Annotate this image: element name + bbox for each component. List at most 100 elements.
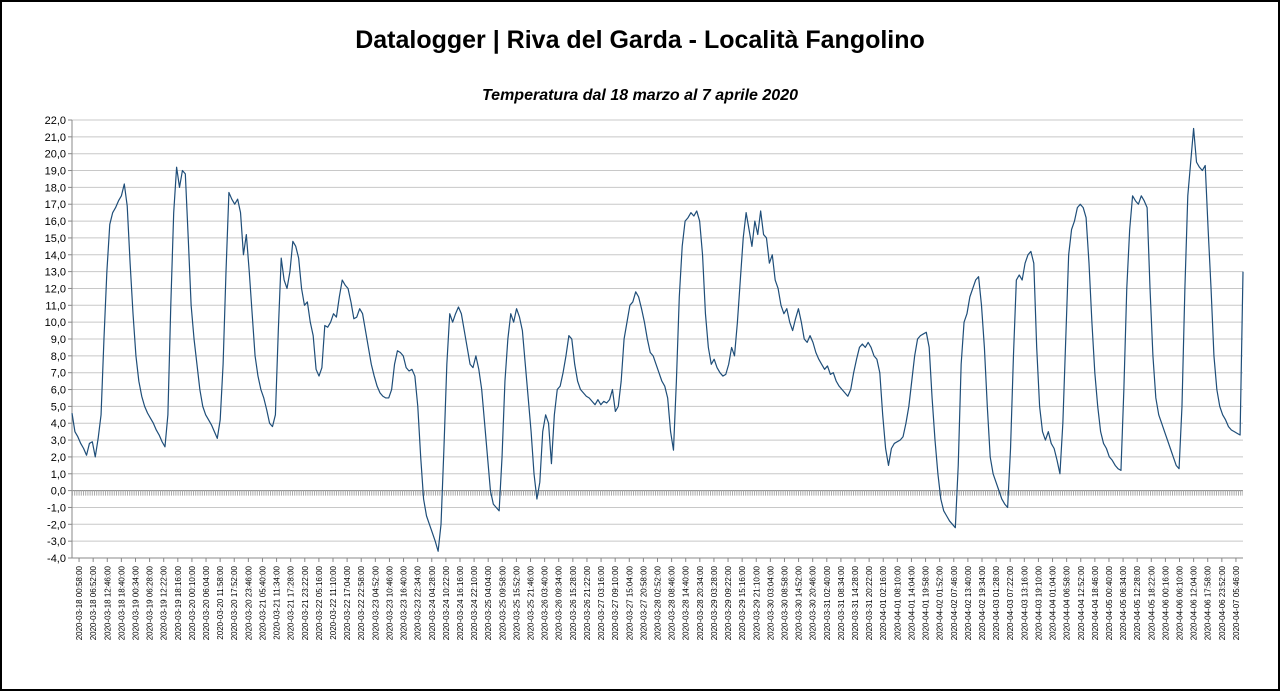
x-tick-label: 2020-04-02 19:34:00	[978, 565, 987, 640]
x-tick-label: 2020-04-05 12:28:00	[1133, 565, 1142, 640]
x-tick-label: 2020-04-06 23:52:00	[1218, 565, 1227, 640]
x-tick-label: 2020-04-06 06:10:00	[1176, 565, 1185, 640]
y-tick-label: 0,0	[51, 486, 66, 498]
x-tick-label: 2020-04-04 12:52:00	[1077, 565, 1086, 640]
y-tick-label: 1,0	[51, 469, 66, 481]
y-tick-label: 11,0	[45, 300, 66, 312]
x-tick-label: 2020-03-24 04:28:00	[428, 565, 437, 640]
y-tick-label: 5,0	[51, 401, 66, 413]
x-tick-label: 2020-03-23 16:40:00	[400, 565, 409, 640]
x-tick-label: 2020-03-29 21:10:00	[752, 565, 761, 640]
temperature-series-line	[71, 127, 1244, 552]
x-tick-label: 2020-04-03 01:28:00	[992, 565, 1001, 640]
x-tick-label: 2020-03-23 04:52:00	[371, 565, 380, 640]
x-tick-label: 2020-03-21 05:40:00	[258, 565, 267, 640]
x-tick-label: 2020-03-28 08:46:00	[668, 565, 677, 640]
x-tick-label: 2020-04-04 18:46:00	[1091, 565, 1100, 640]
x-tick-label: 2020-03-28 20:34:00	[696, 565, 705, 640]
y-tick-label: -2,0	[47, 519, 66, 531]
x-tick-label: 2020-03-19 06:28:00	[146, 565, 155, 640]
x-tick-label: 2020-03-26 21:22:00	[583, 565, 592, 640]
x-tick-label: 2020-03-24 22:10:00	[470, 565, 479, 640]
x-tick-label: 2020-03-27 20:58:00	[639, 565, 648, 640]
x-tick-label: 2020-03-20 17:52:00	[230, 565, 239, 640]
x-tick-label: 2020-04-05 18:22:00	[1147, 565, 1156, 640]
x-tick-label: 2020-03-20 23:46:00	[244, 565, 253, 640]
x-tick-label: 2020-04-06 17:58:00	[1204, 565, 1213, 640]
x-tick-label: 2020-03-19 00:34:00	[131, 565, 140, 640]
y-axis-ticks: -4,0 -3,0 -2,0 -1,0 0,0 1,0 2,0 3,0 4,0 5,0 6,0 7,0…	[45, 115, 72, 565]
x-tick-label: 2020-04-06 00:16:00	[1161, 565, 1170, 640]
x-tick-label: 2020-04-05 06:34:00	[1119, 565, 1128, 640]
x-tick-label: 2020-04-03 07:22:00	[1006, 565, 1015, 640]
x-tick-label: 2020-03-27 03:16:00	[597, 565, 606, 640]
x-tick-label: 2020-04-04 01:04:00	[1049, 565, 1058, 640]
x-tick-label: 2020-03-18 06:52:00	[89, 565, 98, 640]
x-tick-label: 2020-03-27 15:04:00	[625, 565, 634, 640]
x-tick-label: 2020-04-06 12:04:00	[1190, 565, 1199, 640]
y-tick-label: 22,0	[45, 115, 66, 127]
x-tick-label: 2020-03-23 10:46:00	[385, 565, 394, 640]
y-tick-label: -4,0	[47, 553, 66, 565]
x-tick-label: 2020-03-30 14:52:00	[795, 565, 804, 640]
y-tick-label: 8,0	[51, 351, 66, 363]
chart-title: Datalogger | Riva del Garda - Località F…	[355, 26, 925, 54]
x-tick-label: 2020-03-18 18:40:00	[117, 565, 126, 640]
x-tick-label: 2020-03-29 03:28:00	[710, 565, 719, 640]
y-tick-label: 9,0	[51, 334, 66, 346]
y-tick-label: 4,0	[51, 418, 66, 430]
x-tick-label: 2020-03-18 12:46:00	[103, 565, 112, 640]
x-tick-label: 2020-03-30 20:46:00	[809, 565, 818, 640]
x-tick-label: 2020-03-25 21:46:00	[527, 565, 536, 640]
chart-subtitle: Temperatura dal 18 marzo al 7 aprile 202…	[481, 87, 798, 104]
y-tick-label: 18,0	[45, 182, 66, 194]
y-tick-label: 12,0	[45, 283, 66, 295]
x-tick-label: 2020-04-05 00:40:00	[1105, 565, 1114, 640]
x-tick-label: 2020-03-28 02:52:00	[654, 565, 663, 640]
y-tick-label: 2,0	[51, 452, 66, 464]
x-tick-label: 2020-04-03 13:16:00	[1020, 565, 1029, 640]
x-tick-label: 2020-03-31 14:28:00	[851, 565, 860, 640]
x-tick-label: 2020-03-26 15:28:00	[569, 565, 578, 640]
x-tick-label: 2020-04-02 07:46:00	[950, 565, 959, 640]
x-tick-label: 2020-03-31 02:40:00	[823, 565, 832, 640]
x-tick-label: 2020-03-29 15:16:00	[738, 565, 747, 640]
x-tick-label: 2020-03-25 09:58:00	[498, 565, 507, 640]
series-group	[71, 127, 1244, 552]
x-tick-label: 2020-04-02 13:40:00	[964, 565, 973, 640]
x-tick-label: 2020-03-21 17:28:00	[287, 565, 296, 640]
x-tick-label: 2020-04-01 14:04:00	[907, 565, 916, 640]
x-tick-label: 2020-03-22 22:58:00	[357, 565, 366, 640]
x-tick-label: 2020-03-30 03:04:00	[766, 565, 775, 640]
x-tick-label: 2020-03-31 08:34:00	[837, 565, 846, 640]
y-tick-label: 10,0	[45, 317, 66, 329]
x-tick-label: 2020-03-19 18:16:00	[174, 565, 183, 640]
x-tick-label: 2020-04-02 01:52:00	[936, 565, 945, 640]
x-tick-label: 2020-03-20 11:58:00	[216, 565, 225, 639]
y-tick-label: 14,0	[45, 250, 66, 262]
y-tick-label: 17,0	[45, 199, 66, 211]
y-tick-label: 3,0	[51, 435, 66, 447]
y-tick-label: 7,0	[51, 368, 66, 380]
y-tick-label: 13,0	[45, 267, 66, 279]
x-tick-label: 2020-03-22 11:10:00	[329, 565, 338, 639]
y-tick-label: 15,0	[45, 233, 66, 245]
x-tick-label: 2020-03-31 20:22:00	[865, 565, 874, 640]
x-tick-label: 2020-03-28 14:40:00	[682, 565, 691, 640]
x-tick-label: 2020-03-25 15:52:00	[512, 565, 521, 640]
x-axis-ticks: 2020-03-18 00:58:00 2020-03-18 06:52:00 20…	[75, 558, 1241, 640]
x-tick-label: 2020-03-26 09:34:00	[555, 565, 564, 640]
x-tick-label: 2020-03-25 04:04:00	[484, 565, 493, 640]
x-tick-label: 2020-03-30 08:58:00	[780, 565, 789, 640]
x-tick-label: 2020-03-18 00:58:00	[75, 565, 84, 640]
x-tick-label: 2020-04-01 19:58:00	[922, 565, 931, 640]
x-tick-label: 2020-04-07 05:46:00	[1232, 565, 1241, 640]
x-tick-label: 2020-04-03 19:10:00	[1034, 565, 1043, 640]
x-tick-label: 2020-03-21 23:22:00	[301, 565, 310, 640]
y-tick-label: 16,0	[45, 216, 66, 228]
grid-lines	[71, 119, 1243, 559]
y-tick-label: -3,0	[47, 536, 66, 548]
x-tick-label: 2020-04-01 02:16:00	[879, 565, 888, 640]
x-tick-label: 2020-03-21 11:34:00	[273, 565, 282, 639]
